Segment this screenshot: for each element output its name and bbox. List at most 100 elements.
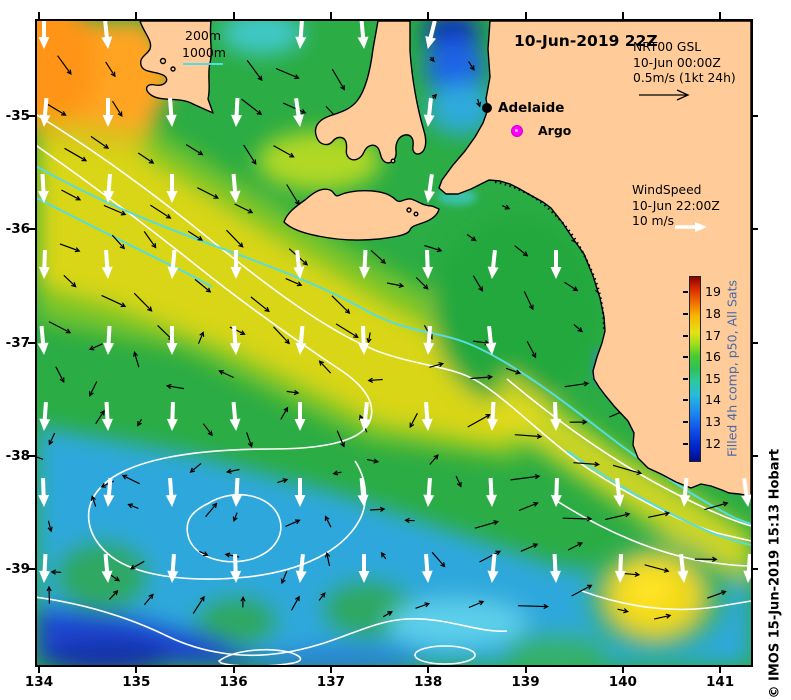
- wind-arrow: [101, 249, 113, 279]
- islet: [390, 158, 396, 164]
- current-arrow: [370, 249, 387, 265]
- current-arrow: [429, 56, 435, 63]
- wind-arrow: [359, 249, 371, 279]
- wind-arrow: [677, 553, 689, 583]
- current-arrow: [197, 187, 220, 199]
- current-arrow: [199, 550, 209, 557]
- wind-arrow: [422, 249, 434, 279]
- islet: [170, 66, 176, 72]
- wind-arrow: [167, 553, 179, 583]
- current-arrows: [37, 55, 729, 620]
- current-arrow: [121, 474, 140, 485]
- current-arrow: [617, 608, 629, 614]
- y-axis-tick-label: -37: [5, 334, 30, 351]
- current-arrow: [336, 430, 345, 448]
- land-eyre-peninsula: [139, 21, 214, 114]
- colorbar-tick-label: 19: [705, 284, 721, 300]
- wind-arrow: [487, 401, 499, 431]
- current-arrow: [382, 611, 393, 618]
- current-arrow: [225, 468, 240, 474]
- current-arrow: [564, 381, 590, 388]
- current-arrow: [704, 501, 729, 511]
- current-arrow: [476, 98, 482, 108]
- current-arrow: [137, 418, 143, 427]
- current-arrow: [103, 204, 127, 216]
- current-arrow: [189, 462, 202, 473]
- current-arrow: [706, 590, 727, 599]
- sst-field-svg: [37, 21, 751, 665]
- wind-arrow: [38, 477, 50, 507]
- wind-arrow: [358, 554, 370, 583]
- x-axis-tick-top: [621, 12, 624, 19]
- x-axis-tick-top: [329, 12, 332, 19]
- adelaide-marker: [482, 103, 492, 113]
- current-arrow: [332, 470, 342, 476]
- current-arrow: [37, 456, 44, 460]
- current-arrow: [285, 278, 303, 287]
- current-arrow: [137, 152, 155, 164]
- current-arrow: [50, 569, 62, 575]
- islet: [406, 207, 412, 213]
- y-axis-tick-label: -38: [5, 447, 30, 464]
- wind-arrow: [614, 553, 626, 583]
- current-arrow: [612, 464, 643, 475]
- current-arrow: [324, 551, 331, 567]
- wind-arrow: [166, 401, 178, 431]
- current-arrow: [501, 204, 511, 210]
- x-axis-tick-top: [719, 12, 722, 19]
- map-title: 10-Jun-2019 22Z: [514, 32, 658, 50]
- current-arrow: [48, 432, 56, 446]
- wind-arrow: [550, 401, 562, 431]
- current-arrow: [133, 351, 140, 368]
- x-axis-tick-label: 140: [608, 674, 637, 690]
- wind-arrow: [167, 249, 179, 279]
- wind-arrow: [485, 325, 497, 355]
- colorbar-tick: [683, 377, 688, 380]
- current-arrow: [185, 143, 204, 156]
- x-axis-tick: [524, 666, 527, 673]
- current-arrow: [194, 278, 212, 293]
- wind-arrow: [357, 21, 369, 49]
- x-axis-tick: [38, 666, 40, 673]
- depth-1000m-line-swatch: [183, 63, 223, 65]
- current-arrow: [415, 602, 431, 609]
- wind-arrow: [613, 477, 625, 507]
- wind-arrow: [101, 21, 113, 49]
- x-axis-tick-top: [232, 12, 235, 19]
- current-arrow: [571, 584, 593, 597]
- current-arrow: [241, 98, 263, 116]
- wind-arrow: [103, 325, 115, 355]
- current-arrow: [429, 454, 439, 465]
- current-arrow: [127, 503, 139, 509]
- current-arrow: [108, 589, 119, 600]
- current-arrow: [514, 245, 529, 257]
- current-arrow: [370, 506, 386, 513]
- wind-arrow: [229, 401, 241, 431]
- current-arrow: [404, 517, 415, 524]
- current-arrow: [605, 512, 631, 521]
- x-axis-tick-label: 136: [219, 674, 248, 690]
- wind-arrow: [423, 97, 435, 127]
- wind-arrow: [295, 325, 307, 355]
- current-arrow: [46, 585, 52, 604]
- current-arrow: [111, 100, 123, 117]
- wind-arrow: [103, 173, 115, 203]
- colorbar-tick: [683, 312, 688, 315]
- current-arrow: [331, 68, 345, 91]
- wind-arrow: [37, 325, 49, 355]
- current-arrow: [286, 389, 300, 396]
- current-arrow: [470, 374, 494, 380]
- x-axis-tick-label: 139: [511, 674, 540, 690]
- current-arrow: [564, 281, 579, 292]
- wind-arrow: [295, 21, 307, 49]
- current-arrow: [46, 103, 67, 116]
- wind-arrow: [38, 21, 50, 49]
- current-arrow: [48, 321, 72, 334]
- wind-arrow: [293, 97, 304, 127]
- current-arrow: [505, 367, 522, 375]
- current-arrow: [105, 61, 116, 78]
- x-axis-tick: [621, 666, 624, 673]
- y-axis-tick-right: [751, 341, 758, 344]
- gsl-name: NRT00 GSL: [633, 40, 702, 54]
- current-arrow: [335, 323, 359, 338]
